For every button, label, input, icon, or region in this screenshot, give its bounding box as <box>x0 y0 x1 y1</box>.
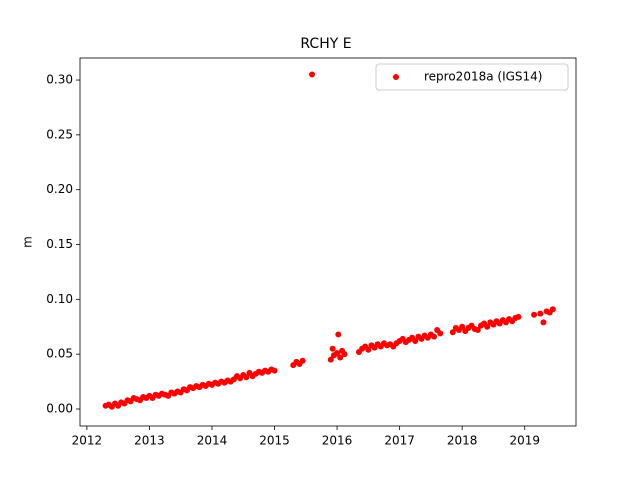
data-point <box>449 329 456 336</box>
data-point <box>531 311 538 318</box>
data-point <box>341 351 348 358</box>
data-point <box>474 327 481 334</box>
x-tick-label: 2015 <box>259 434 290 448</box>
legend-label: repro2018a (IGS14) <box>424 70 542 84</box>
data-point <box>327 356 334 363</box>
data-point <box>484 323 491 330</box>
plot-area <box>102 71 556 410</box>
legend-box <box>375 63 569 91</box>
y-tick-label: 0.05 <box>46 347 73 361</box>
y-tick-label: 0.00 <box>46 402 73 416</box>
data-point <box>337 354 344 361</box>
x-tick-label: 2012 <box>72 434 103 448</box>
data-point <box>549 306 556 313</box>
data-point <box>537 310 544 317</box>
x-tick-label: 2016 <box>322 434 353 448</box>
y-tick-label: 0.30 <box>46 73 73 87</box>
data-point <box>334 350 341 357</box>
x-tick-label: 2014 <box>197 434 228 448</box>
data-point <box>431 333 438 340</box>
y-tick-label: 0.20 <box>46 182 73 196</box>
y-tick-label: 0.25 <box>46 127 73 141</box>
data-point <box>459 323 466 330</box>
data-point <box>243 374 250 381</box>
x-tick-label: 2017 <box>384 434 415 448</box>
legend: repro2018a (IGS14) <box>375 63 569 91</box>
x-tick-label: 2019 <box>509 434 540 448</box>
data-point <box>540 319 547 326</box>
data-point <box>365 346 372 353</box>
data-point <box>335 331 342 338</box>
legend-marker <box>393 74 399 80</box>
y-axis-label: m <box>21 236 35 248</box>
y-tick-label: 0.15 <box>46 237 73 251</box>
data-point <box>412 338 419 345</box>
x-tick-label: 2018 <box>447 434 478 448</box>
data-point <box>329 345 336 352</box>
axes-frame <box>79 57 577 427</box>
data-point <box>271 367 278 374</box>
data-point <box>515 313 522 320</box>
data-point <box>309 71 316 78</box>
data-point <box>299 357 306 364</box>
y-tick-label: 0.10 <box>46 292 73 306</box>
data-point <box>437 330 444 337</box>
chart-title: RCHY E <box>300 36 351 52</box>
x-tick-label: 2013 <box>134 434 165 448</box>
